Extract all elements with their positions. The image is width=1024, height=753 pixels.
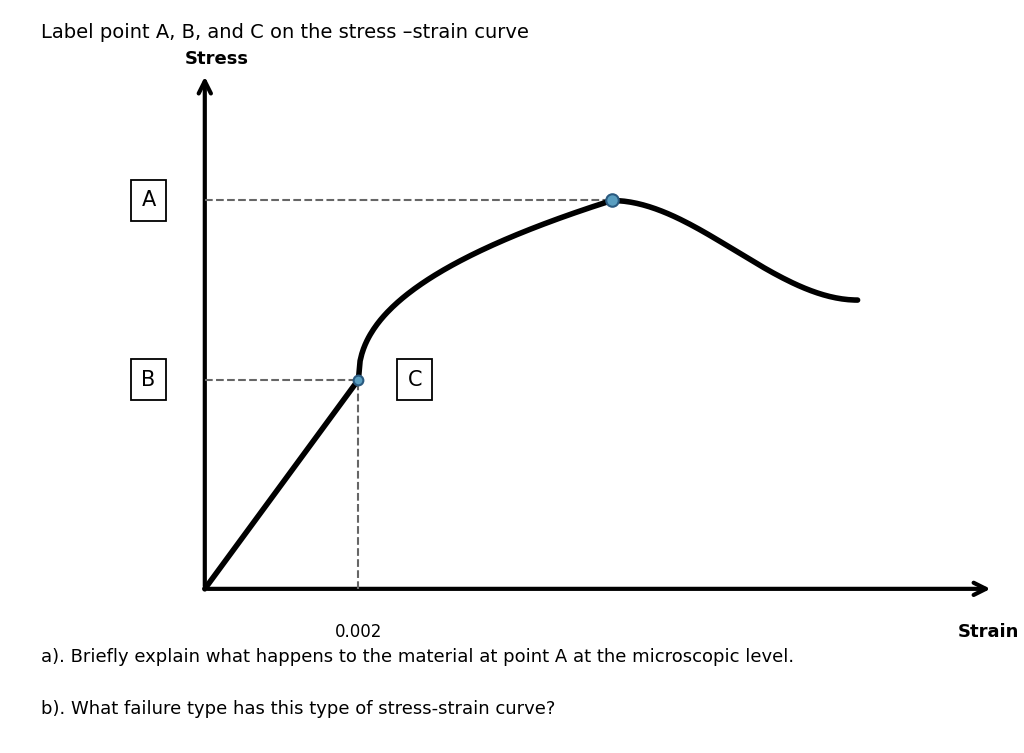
Text: A: A — [141, 191, 156, 211]
Text: a). Briefly explain what happens to the material at point A at the microscopic l: a). Briefly explain what happens to the … — [41, 648, 794, 666]
Text: Strain: Strain — [957, 623, 1019, 642]
Text: Stress: Stress — [184, 50, 249, 68]
Text: Label point A, B, and C on the stress –strain curve: Label point A, B, and C on the stress –s… — [41, 23, 528, 41]
Text: b). What failure type has this type of stress-strain curve?: b). What failure type has this type of s… — [41, 700, 555, 718]
Text: B: B — [141, 370, 156, 390]
Text: 0.002: 0.002 — [335, 623, 382, 642]
Text: C: C — [408, 370, 422, 390]
